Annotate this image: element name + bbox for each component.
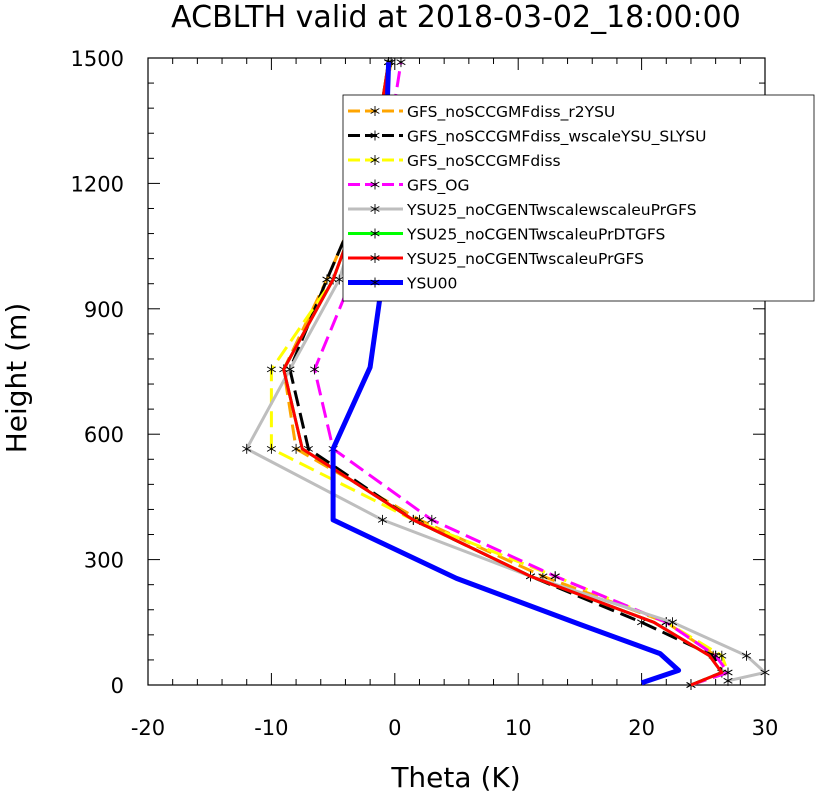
legend-label: YSU00 [406, 275, 457, 293]
data-point-marker [396, 57, 406, 68]
data-point-marker [760, 667, 770, 678]
data-point-marker [370, 204, 380, 214]
chart-title: ACBLTH valid at 2018-03-02_18:00:00 [171, 0, 741, 35]
legend-label: YSU25_noCGENTwscalewscaleuPrGFS [406, 201, 697, 220]
legend-item: YSU00 [348, 275, 457, 293]
legend-label: GFS_noSCCGMFdiss [407, 152, 561, 171]
y-axis: 0 300 600 900 1200 1500 [71, 47, 765, 698]
legend-label: GFS_noSCCGMFdiss_wscaleYSU_SLYSU [407, 128, 706, 147]
data-point-marker [723, 667, 733, 678]
legend-box [342, 94, 815, 302]
data-point-marker [242, 443, 252, 454]
data-point-marker [377, 514, 388, 525]
y-tick-label: 0 [111, 674, 124, 698]
y-axis-label: Height (m) [0, 303, 33, 454]
data-point-marker [291, 443, 301, 454]
x-tick-label: 20 [628, 716, 655, 740]
y-tick-label: 600 [84, 423, 124, 447]
x-tick-label: -20 [131, 716, 165, 740]
data-point-marker [370, 106, 380, 116]
x-tick-label: 30 [752, 716, 779, 740]
legend-item: YSU25_noCGENTwscalewscaleuPrGFS [348, 201, 697, 220]
data-point-marker [334, 274, 344, 285]
data-point-marker [370, 277, 380, 288]
legend-label: GFS_noSCCGMFdiss_r2YSU [407, 103, 615, 122]
data-point-marker [266, 364, 276, 375]
data-point-marker [723, 675, 733, 686]
data-point-marker [310, 364, 320, 375]
legend-item: YSU25_noCGENTwscaleuPrDTGFS [348, 226, 665, 245]
legend-item: GFS_noSCCGMFdiss_r2YSU [348, 103, 615, 122]
data-point-marker [285, 364, 295, 375]
data-point-marker [667, 617, 678, 628]
legend-label: GFS_OG [407, 177, 469, 196]
data-point-marker [370, 228, 380, 239]
data-point-marker [370, 179, 380, 190]
data-point-marker [427, 514, 437, 525]
y-tick-label: 900 [84, 298, 124, 322]
x-tick-label: -10 [254, 716, 288, 740]
data-point-marker [741, 650, 752, 661]
legend: GFS_noSCCGMFdiss_r2YSU GFS_noSCCGMFdiss_w… [342, 94, 815, 302]
data-point-marker [370, 155, 380, 165]
data-point-marker [370, 253, 380, 263]
y-tick-label: 1500 [71, 47, 124, 71]
series [310, 57, 733, 690]
x-tick-label: 10 [505, 716, 532, 740]
legend-label: YSU25_noCGENTwscaleuPrGFS [406, 250, 644, 269]
data-point-marker [266, 443, 276, 454]
data-point-marker [711, 650, 721, 661]
legend-item: YSU25_noCGENTwscaleuPrGFS [348, 250, 644, 269]
legend-item: GFS_noSCCGMFdiss_wscaleYSU_SLYSU [348, 128, 706, 147]
legend-label: YSU25_noCGENTwscaleuPrDTGFS [406, 226, 665, 245]
y-tick-label: 300 [84, 549, 124, 573]
plot-area [147, 57, 766, 686]
plot-frame [147, 57, 766, 686]
x-axis-label: Theta (K) [390, 761, 520, 794]
y-tick-label: 1200 [71, 172, 124, 196]
data-point-marker [370, 130, 380, 141]
data-point-marker [550, 571, 560, 582]
legend-item: GFS_noSCCGMFdiss [348, 152, 561, 171]
x-tick-label: 0 [388, 716, 401, 740]
legend-item: GFS_OG [348, 177, 469, 196]
